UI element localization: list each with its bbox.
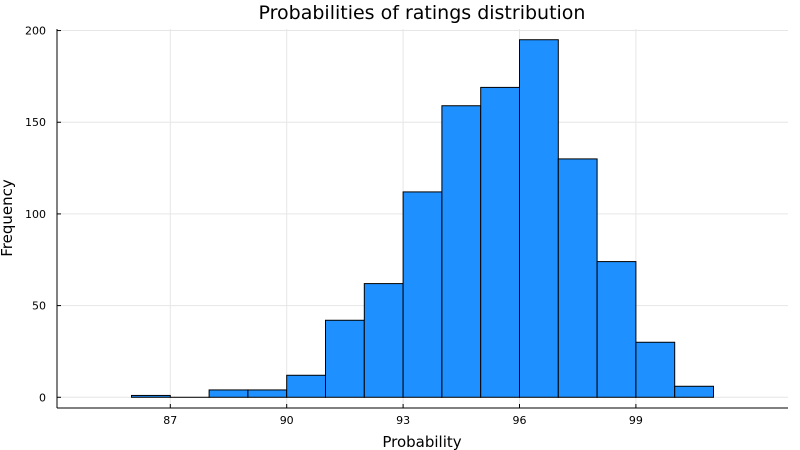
histogram-bar: [402, 191, 443, 398]
histogram-bar: [480, 86, 521, 398]
histogram-bar: [519, 39, 559, 398]
x-tick-label: 93: [396, 414, 410, 427]
histogram-bar: [286, 374, 326, 398]
histogram-bar: [208, 389, 249, 398]
y-tick-label: 50: [32, 300, 46, 313]
x-ticks: 87 90 93 96 99: [163, 404, 643, 427]
y-tick-label: 0: [39, 391, 46, 404]
axes: [56, 29, 788, 409]
y-tick-label: 200: [25, 25, 46, 38]
y-tick-label: 100: [25, 208, 46, 221]
histogram-bars: [130, 39, 715, 398]
histogram-bar: [596, 261, 637, 398]
x-tick-label: 90: [280, 414, 294, 427]
y-axis-label: Frequency: [0, 179, 16, 257]
histogram-bar: [363, 283, 404, 398]
histogram-bar: [557, 158, 598, 398]
y-tick-label: 150: [25, 116, 46, 129]
x-tick-label: 99: [629, 414, 643, 427]
x-tick-label: 87: [163, 414, 177, 427]
x-axis-label: Probability: [382, 433, 461, 450]
histogram-bar: [635, 341, 676, 398]
histogram-bar: [247, 389, 288, 398]
histogram-bar: [674, 385, 715, 398]
histogram-bar: [324, 319, 365, 398]
histogram-bar: [130, 394, 171, 398]
y-ticks: 0 50 100 150 200: [25, 25, 61, 404]
chart-title: Probabilities of ratings distribution: [259, 2, 586, 24]
x-tick-label: 96: [513, 414, 527, 427]
histogram-bar: [441, 105, 482, 398]
